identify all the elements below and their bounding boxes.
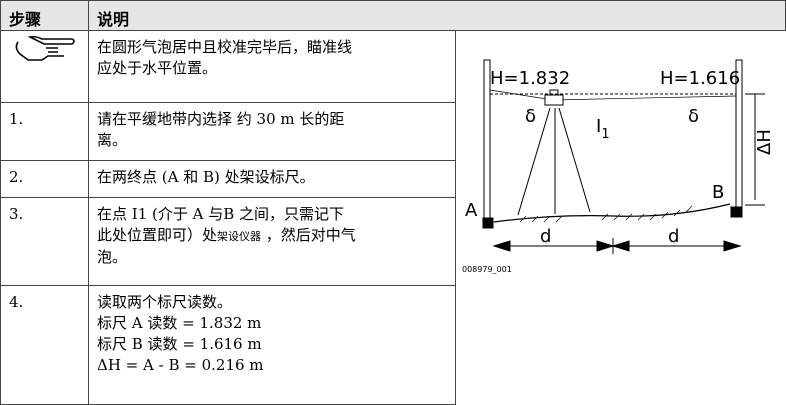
text-line: 读取两个标尺读数。 — [97, 292, 447, 313]
figure-id: 008979_001 — [462, 265, 512, 274]
text-line: 应处于水平位置。 — [97, 58, 447, 79]
text: 标尺 A 读数 = 1.832 m — [97, 314, 262, 332]
distance-label: d — [668, 226, 679, 247]
text: 泡。 — [97, 248, 128, 266]
text: 在圆形气泡居中且校准完毕后，瞄准线 — [97, 38, 353, 56]
hand-icon — [15, 35, 75, 61]
text-line: 离。 — [97, 130, 447, 151]
text: ，然后对中气 — [261, 226, 356, 244]
text-cell: 在圆形气泡居中且校准完毕后，瞄准线 应处于水平位置。 — [88, 30, 456, 103]
text-line: 泡。 — [97, 247, 447, 268]
instrument-label-sub: 1 — [601, 127, 609, 142]
instrument-label: I1 — [596, 116, 610, 142]
staff-reading: H=1.616 — [660, 68, 740, 89]
text: 此处位置即可）处 — [97, 226, 218, 244]
distance-label: d — [540, 226, 551, 247]
text: 请在平缓地带内选择 约 30 m 长的距 — [97, 110, 345, 128]
header-cell: 步骤 — [0, 0, 89, 31]
text-line: 此处位置即可）处架设仪器 ，然后对中气 — [97, 225, 447, 247]
diagram — [482, 59, 765, 254]
angle-label: δ — [688, 106, 699, 127]
text-line: 请在平缓地带内选择 约 30 m 长的距 — [97, 109, 447, 130]
point-label: B — [712, 182, 724, 203]
text-line: ΔH = A - B = 0.216 m — [97, 355, 447, 376]
text: 在点 I1 (介于 A 与B 之间，只需记下 — [97, 205, 345, 223]
height-diff-label: ΔH — [754, 129, 775, 155]
angle-label: δ — [525, 106, 536, 127]
text: 离。 — [97, 131, 128, 149]
text: 标尺 B 读数 = 1.616 m — [97, 335, 262, 353]
instrument-label-main: I — [596, 116, 601, 137]
text-cell: 在点 I1 (介于 A 与B 之间，只需记下 此处位置即可）处架设仪器 ，然后对中… — [88, 197, 456, 286]
text-line: 标尺 B 读数 = 1.616 m — [97, 334, 447, 355]
staff-reading: H=1.832 — [490, 68, 570, 89]
text: 在两终点 (A 和 B) 处架设标尺。 — [97, 168, 315, 186]
text-line: 标尺 A 读数 = 1.832 m — [97, 313, 447, 334]
point-label: A — [465, 200, 478, 221]
text-line: 在点 I1 (介于 A 与B 之间，只需记下 — [97, 204, 447, 225]
text: 架设仪器 — [217, 230, 262, 243]
text-line: 在两终点 (A 和 B) 处架设标尺。 — [97, 167, 447, 188]
text: 读取两个标尺读数。 — [97, 293, 233, 311]
text-line: 在圆形气泡居中且校准完毕后，瞄准线 — [97, 37, 447, 58]
text: ΔH = A - B = 0.216 m — [97, 356, 264, 374]
text-cell: 读取两个标尺读数。标尺 A 读数 = 1.832 m 标尺 B 读数 = 1.61… — [88, 285, 456, 405]
text: 应处于水平位置。 — [97, 59, 218, 77]
